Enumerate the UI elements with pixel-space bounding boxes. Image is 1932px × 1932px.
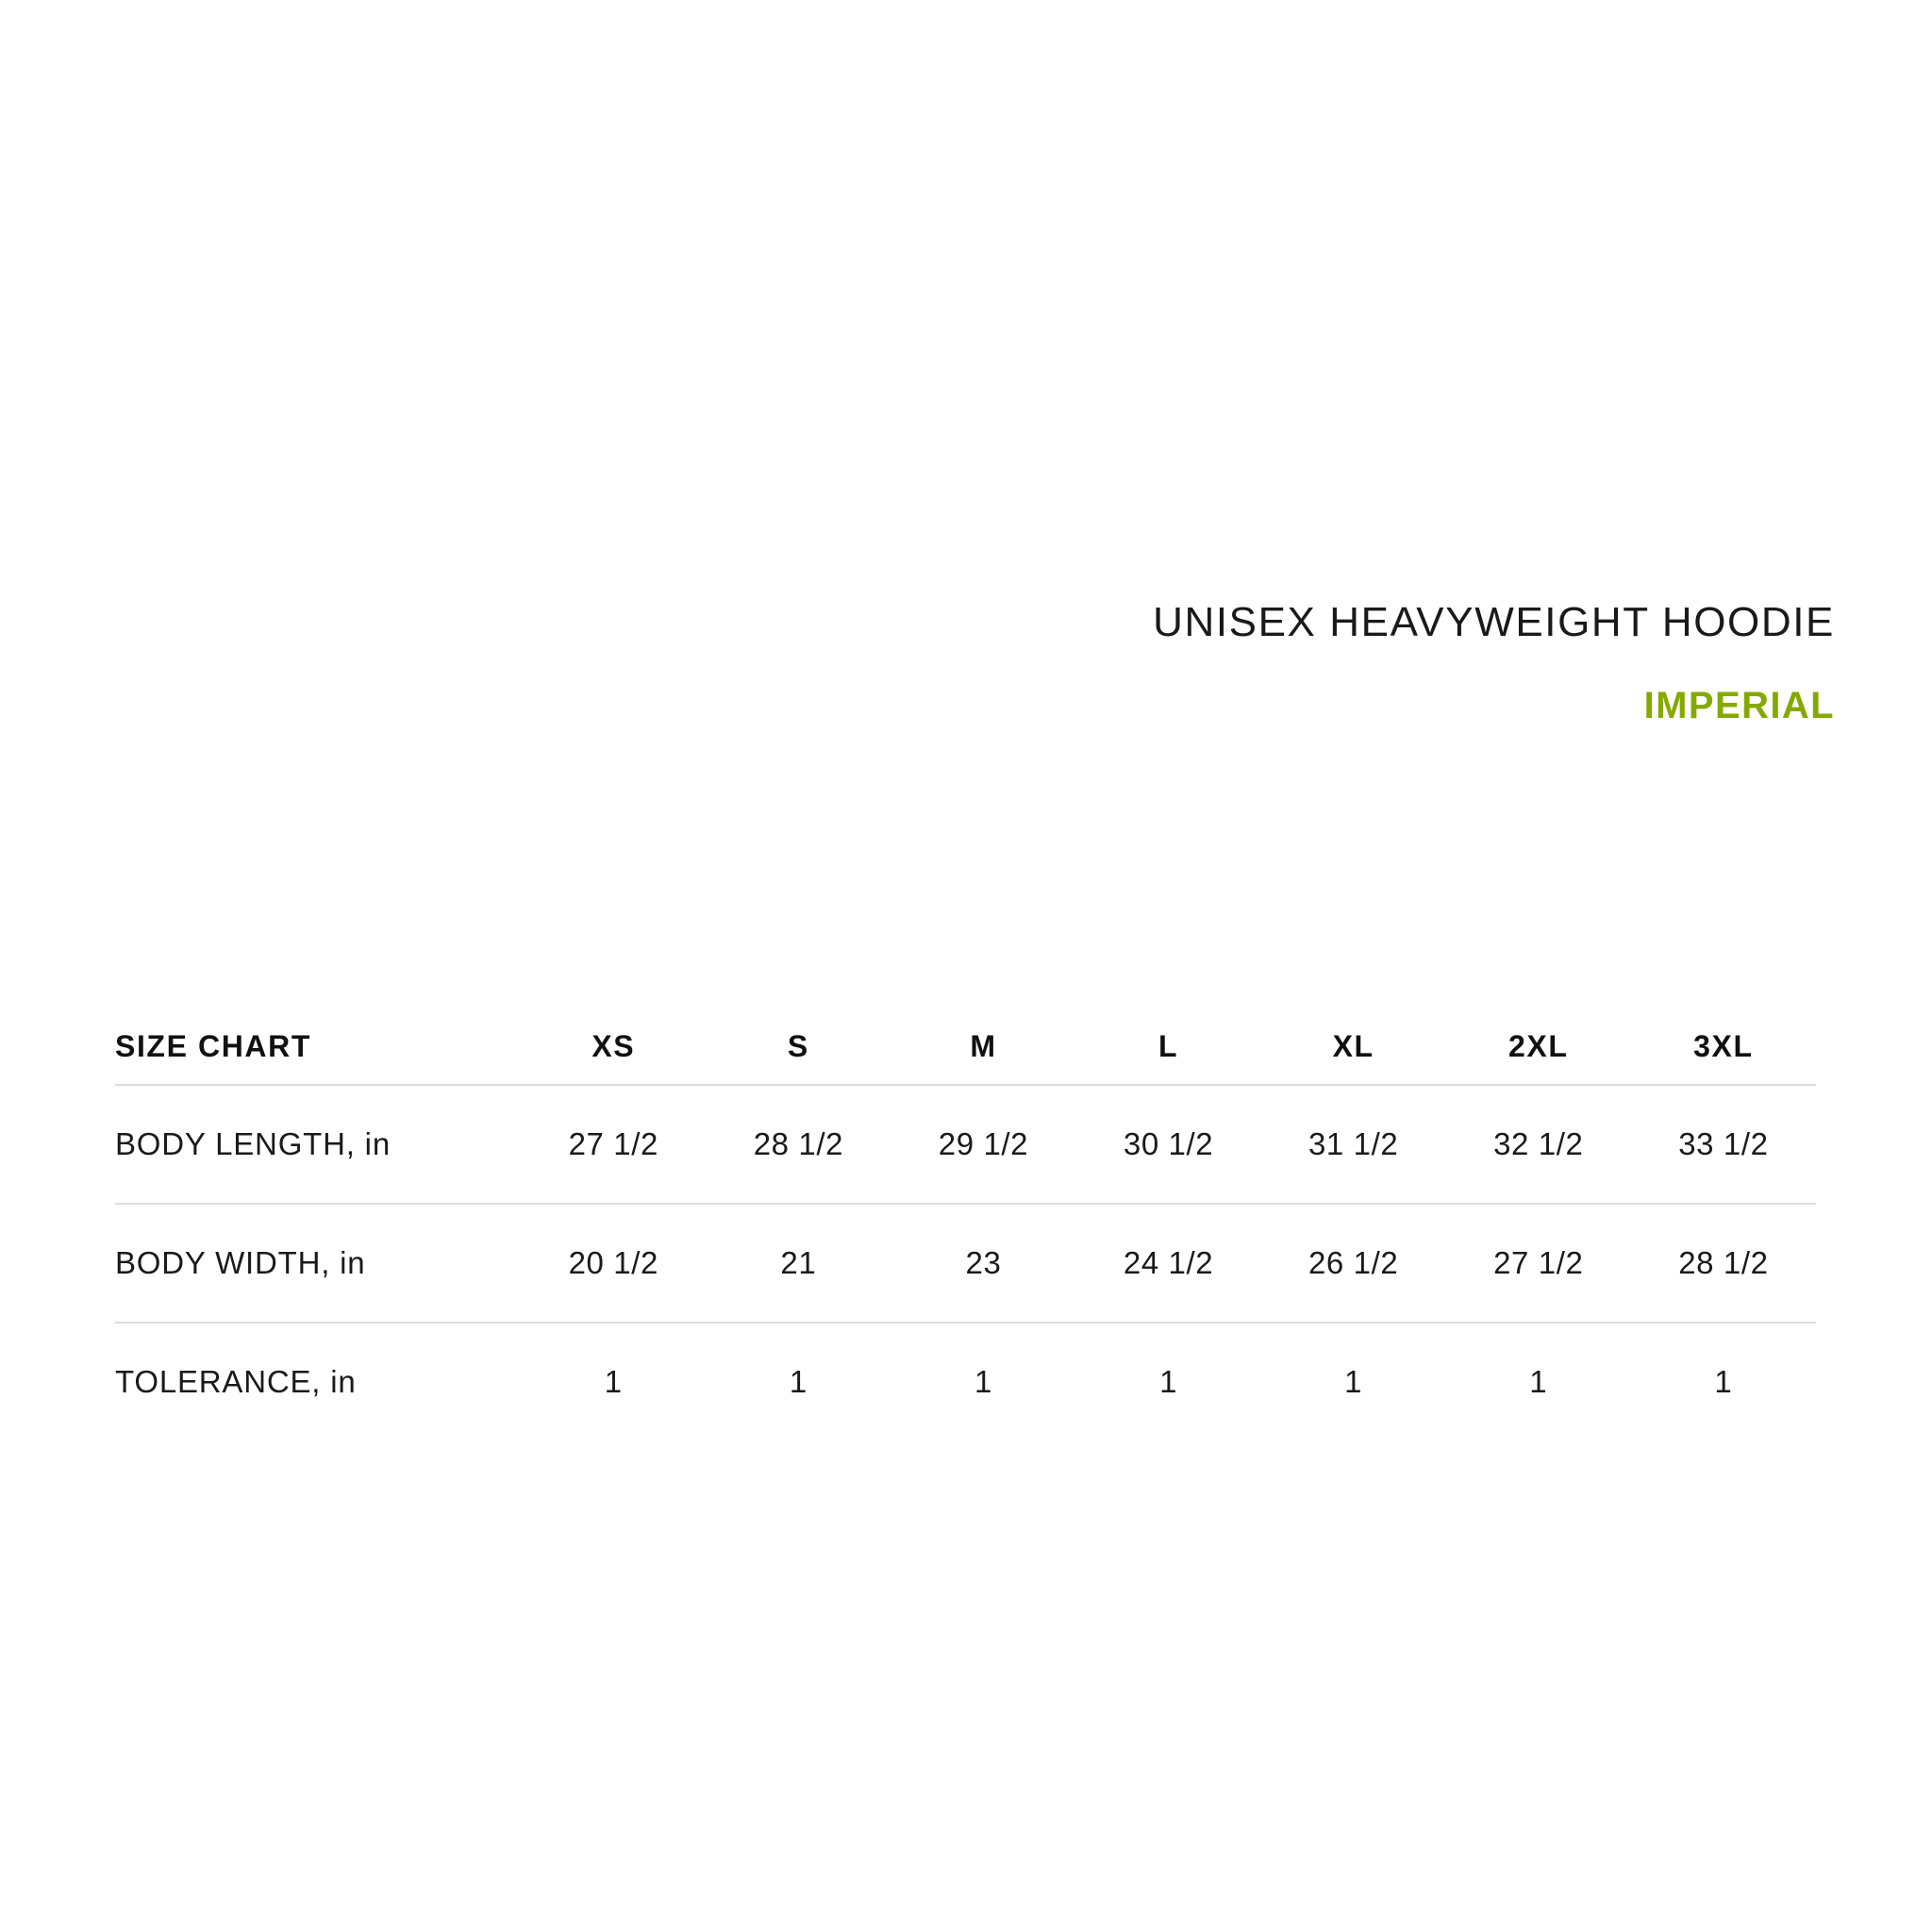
cell-body-width-l: 24 1/2 — [1075, 1203, 1261, 1323]
cell-tolerance-m: 1 — [891, 1322, 1076, 1441]
cell-body-length-xs: 27 1/2 — [521, 1084, 707, 1204]
cell-body-width-3xl: 28 1/2 — [1630, 1203, 1816, 1323]
cell-body-length-m: 29 1/2 — [891, 1084, 1076, 1204]
column-header-3xl: 3XL — [1693, 1028, 1754, 1063]
cell-body-width-2xl: 27 1/2 — [1445, 1203, 1631, 1323]
cell-body-length-2xl: 32 1/2 — [1445, 1084, 1631, 1204]
cell-body-length-s: 28 1/2 — [706, 1084, 891, 1204]
cell-tolerance-2xl: 1 — [1445, 1322, 1631, 1441]
column-header-l: L — [1158, 1028, 1179, 1063]
table-header-row: SIZE CHART XS S M L XL 2XL 3XL — [115, 1012, 1816, 1085]
row-label-body-width: BODY WIDTH, in — [115, 1203, 522, 1323]
cell-tolerance-xs: 1 — [521, 1322, 707, 1441]
cell-body-width-xs: 20 1/2 — [521, 1203, 707, 1323]
cell-body-length-xl: 31 1/2 — [1260, 1084, 1446, 1204]
column-header-s: S — [787, 1028, 809, 1063]
cell-body-length-3xl: 33 1/2 — [1630, 1084, 1816, 1204]
cell-body-width-m: 23 — [891, 1203, 1076, 1323]
column-header-2xl: 2XL — [1508, 1028, 1569, 1063]
size-chart-label-header: SIZE CHART — [115, 1028, 311, 1063]
table-row: BODY WIDTH, in 20 1/2 21 23 24 1/2 26 1/… — [115, 1203, 1816, 1323]
cell-body-width-s: 21 — [706, 1203, 891, 1323]
chart-header: UNISEX HEAVYWEIGHT HOODIE IMPERIAL — [0, 599, 1835, 727]
cell-tolerance-s: 1 — [706, 1322, 891, 1441]
cell-tolerance-3xl: 1 — [1630, 1322, 1816, 1441]
unit-system-label: IMPERIAL — [1643, 685, 1835, 727]
column-header-m: M — [970, 1028, 997, 1063]
page-title: UNISEX HEAVYWEIGHT HOODIE — [1153, 599, 1835, 645]
row-label-tolerance: TOLERANCE, in — [115, 1322, 522, 1441]
cell-tolerance-xl: 1 — [1260, 1322, 1446, 1441]
table-row: TOLERANCE, in 1 1 1 1 1 1 1 — [115, 1322, 1816, 1441]
cell-tolerance-l: 1 — [1075, 1322, 1261, 1441]
row-label-body-length: BODY LENGTH, in — [115, 1084, 522, 1204]
table-row: BODY LENGTH, in 27 1/2 28 1/2 29 1/2 30 … — [115, 1084, 1816, 1204]
cell-body-length-l: 30 1/2 — [1075, 1084, 1261, 1204]
size-chart-table: SIZE CHART XS S M L XL 2XL 3XL BODY LENG… — [115, 1012, 1816, 1441]
cell-body-width-xl: 26 1/2 — [1260, 1203, 1446, 1323]
column-header-xs: XS — [591, 1028, 636, 1063]
column-header-xl: XL — [1332, 1028, 1374, 1063]
